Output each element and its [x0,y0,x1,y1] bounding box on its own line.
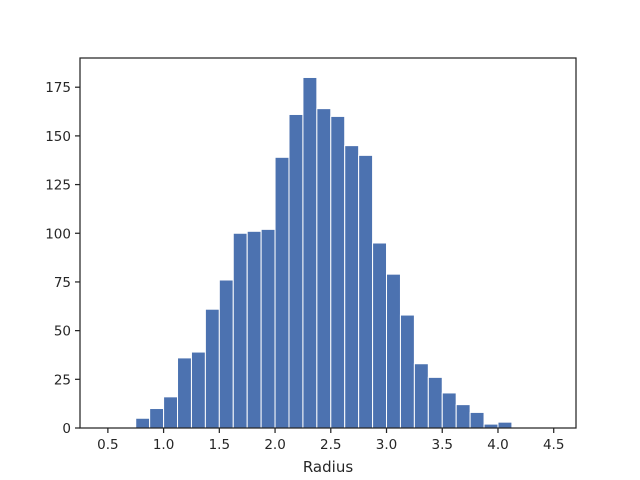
y-tick-label: 150 [45,129,71,145]
histogram-bar [427,376,443,429]
histogram-bar [246,230,262,429]
histogram-bar [149,408,165,429]
histogram-bar [218,279,234,429]
histogram-bars [135,76,513,429]
plot-frame [79,57,577,429]
histogram-bar [386,273,401,429]
histogram-bar [372,242,388,429]
histogram-bar [190,351,206,429]
histogram-bar [316,108,332,429]
histogram-bar [135,417,151,429]
histogram-bar [232,232,248,429]
x-axis-ticks: 0.5 1.0 1.5 2.0 2.5 3.0 3.5 4.0 4.5 [97,428,564,453]
histogram-bar [469,411,485,429]
histogram-bar [399,314,415,429]
histogram-bar [288,113,304,429]
histogram-bar [302,76,318,429]
y-tick-label: 100 [45,226,71,242]
y-tick-label: 25 [54,372,71,388]
y-tick-label: 175 [45,80,71,96]
y-tick-label: 75 [54,275,71,291]
histogram-bar [260,228,276,429]
histogram-bar [358,154,374,429]
x-tick-label: 4.5 [543,437,564,453]
histogram-bar [177,357,192,429]
histogram-bar [330,115,346,429]
x-tick-label: 0.5 [97,437,118,453]
histogram-bar [344,145,360,429]
histogram-bar [204,308,220,429]
histogram-bar [163,396,179,429]
histogram-bar [413,363,429,429]
x-axis-label: Radius [303,458,353,476]
x-tick-label: 4.0 [487,437,508,453]
histogram-bar [441,392,457,429]
x-tick-label: 1.0 [153,437,174,453]
x-tick-label: 3.5 [432,437,453,453]
x-tick-label: 2.0 [264,437,285,453]
histogram-bar [455,404,471,429]
x-tick-label: 3.0 [376,437,397,453]
y-axis-ticks: 0 25 50 75 100 125 150 175 [45,80,80,437]
x-tick-label: 1.5 [209,437,230,453]
histogram-bar [497,421,513,429]
histogram-bar [274,156,290,429]
y-tick-label: 50 [54,324,71,340]
y-tick-label: 125 [45,178,71,194]
y-tick-label: 0 [62,421,71,437]
x-tick-label: 2.5 [320,437,341,453]
